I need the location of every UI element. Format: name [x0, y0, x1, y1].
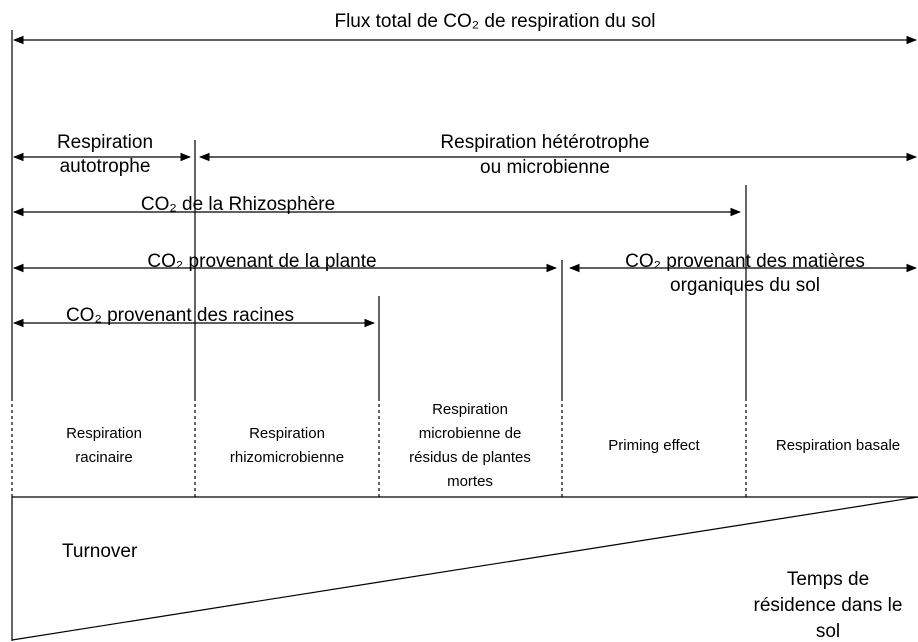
span-label: autotrophe: [60, 156, 151, 177]
gradient-right-label: résidence dans le: [754, 595, 903, 616]
span-label: organiques du sol: [670, 275, 820, 296]
title: Flux total de CO₂ de respiration du sol: [334, 11, 655, 32]
span-label: ou microbienne: [480, 157, 610, 178]
cell-label: Priming effect: [608, 437, 700, 454]
gradient-right-label: sol: [816, 621, 840, 642]
span-label: Respiration: [57, 132, 153, 153]
span-label: CO₂ provenant des racines: [66, 305, 294, 326]
span-label: CO₂ de la Rhizosphère: [141, 194, 335, 215]
cell-label: Respiration basale: [776, 437, 900, 454]
cell-label: mortes: [447, 473, 493, 490]
span-label: Respiration hétérotrophe: [440, 132, 649, 153]
span-label: CO₂ provenant de la plante: [147, 251, 376, 272]
cell-label: Respiration: [66, 425, 142, 442]
cell-label: rhizomicrobienne: [230, 449, 344, 466]
cell-label: résidus de plantes: [409, 449, 531, 466]
gradient-right-label: Temps de: [787, 569, 869, 590]
cell-label: Respiration: [249, 425, 325, 442]
cell-label: microbienne de: [419, 425, 522, 442]
gradient-diagonal: [11, 496, 918, 641]
span-label: CO₂ provenant des matières: [625, 251, 865, 272]
gradient-left-label: Turnover: [62, 541, 138, 562]
cell-label: racinaire: [75, 449, 133, 466]
cell-label: Respiration: [432, 401, 508, 418]
